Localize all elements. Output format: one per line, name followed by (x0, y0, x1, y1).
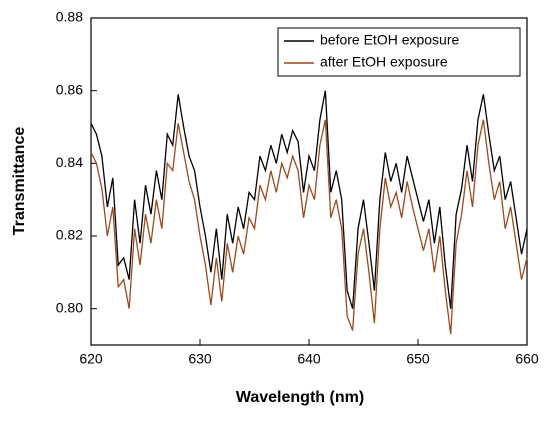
legend-box (277, 27, 521, 77)
line (90, 119, 528, 335)
y-axis-label: Transmittance (11, 127, 28, 236)
x-tick-label: 650 (406, 351, 430, 367)
x-axis-label: Wavelength (nm) (236, 389, 364, 406)
legend-label: after EtOH exposure (320, 54, 448, 70)
y-tick-label: 0.84 (56, 154, 83, 170)
x-tick-label: 620 (79, 351, 103, 367)
x-tick-label: 640 (297, 351, 321, 367)
y-tick-label: 0.82 (56, 227, 83, 243)
y-tick-label: 0.88 (56, 9, 83, 25)
x-tick-label: 630 (188, 351, 212, 367)
x-tick-label: 660 (515, 351, 539, 367)
y-tick-label: 0.86 (56, 81, 83, 97)
line (90, 90, 528, 309)
y-tick-label: 0.80 (56, 299, 83, 315)
legend-label: before EtOH exposure (320, 32, 460, 48)
